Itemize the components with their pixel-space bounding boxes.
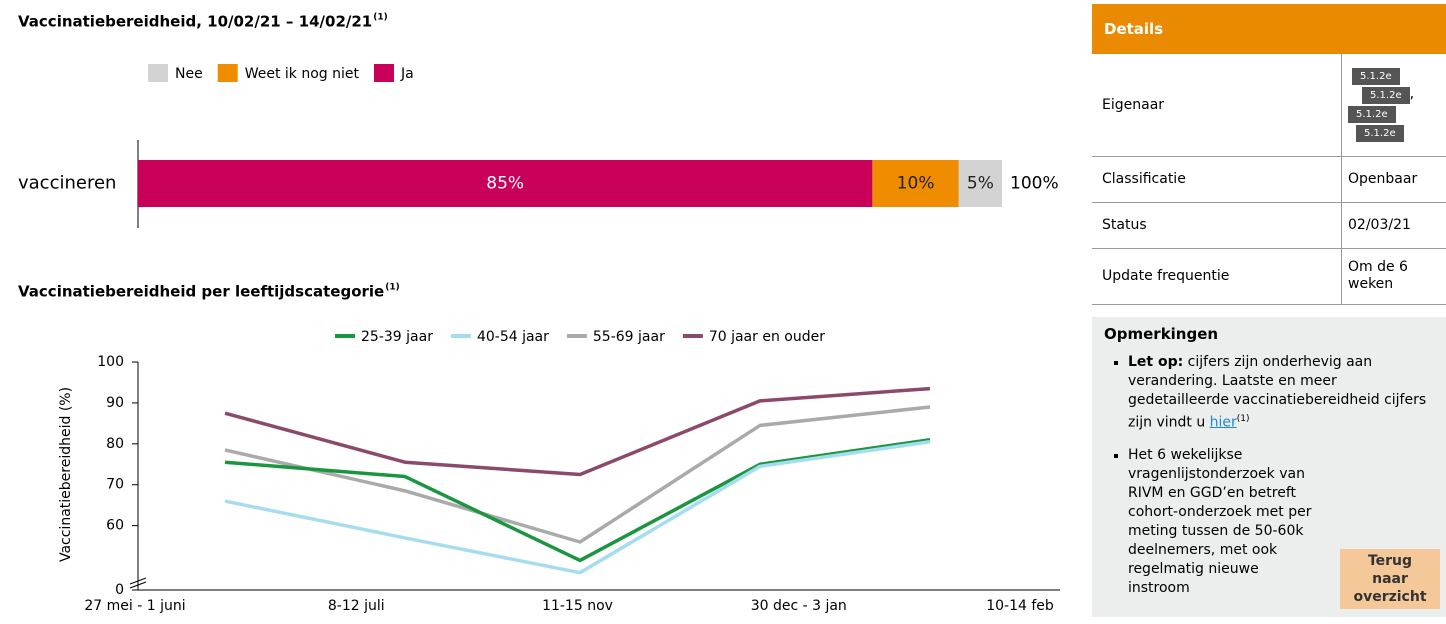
redaction: 5.1.2e	[1362, 86, 1410, 104]
legend-label: Ja	[400, 66, 414, 82]
cell: 02/03/21	[1341, 202, 1446, 249]
legend: 25-39 jaar 40-54 jaar 55-69 jaar 70 jaar en…	[335, 329, 825, 345]
x-tick-label: 11-15 nov	[542, 598, 613, 614]
chart-title: Vaccinatiebereidheid, 10/02/21 – 14/02/2…	[18, 13, 372, 31]
cell: 5.1.2e 5.1.2e, 5.1.2e 5.1.2e	[1341, 54, 1446, 157]
legend-swatch	[148, 64, 168, 82]
y-tick-label: 70	[106, 477, 124, 493]
value-label: 5%	[967, 174, 994, 194]
series-line	[224, 386, 931, 477]
legend-swatch	[373, 64, 394, 82]
cell: Openbaar	[1341, 156, 1446, 203]
remark: Het 6 wekelijkse vragenlijstonderzoek va…	[1114, 446, 1434, 598]
bar-segment	[138, 160, 873, 207]
y-tick-label: 80	[106, 436, 124, 452]
series-line	[224, 405, 931, 544]
bold: Let op:	[1128, 353, 1184, 370]
y-tick-label: 90	[106, 395, 124, 411]
legend-label: 70 jaar en ouder	[709, 329, 825, 345]
bar-segment	[958, 160, 1002, 207]
y-tick-label: 0	[115, 582, 124, 598]
legend-label: 55-69 jaar	[593, 329, 665, 345]
cell: Om de 6 weken	[1341, 248, 1446, 305]
value-label: 85%	[486, 174, 524, 194]
separator: ,	[1409, 85, 1415, 102]
legend-label: Nee	[175, 66, 203, 82]
title-note: (1)	[373, 13, 388, 23]
series-line	[224, 440, 931, 575]
x-tick-label: 30 dec - 3 jan	[751, 598, 847, 614]
remarks-list: Let op: cijfers zijn onderhevig aan vera…	[1104, 353, 1434, 599]
legend-label: 40-54 jaar	[477, 329, 549, 345]
value-label: 10%	[897, 174, 935, 194]
chart-title: Vaccinatiebereidheid per leeftijdscatego…	[18, 283, 384, 301]
text: cijfers zijn onderhevig aan verandering.…	[1128, 353, 1427, 431]
side-panel: Details Eigenaar 5.1.2e 5.1.2e, 5.1.2e 5…	[1092, 4, 1446, 620]
title-note: (1)	[385, 283, 400, 293]
y-tick-label: 60	[106, 518, 124, 534]
cell: Eigenaar	[1092, 54, 1342, 157]
x-tick-label: 8-12 juli	[328, 598, 385, 614]
category-label: vaccineren	[18, 173, 116, 194]
redaction: 5.1.2e	[1348, 105, 1396, 123]
x-tick-label: 27 mei - 1 juni	[84, 598, 185, 614]
remarks-title: Opmerkingen	[1104, 324, 1219, 343]
axis-break	[129, 577, 147, 585]
bar-segment	[872, 160, 959, 207]
legend-label: 25-39 jaar	[361, 329, 433, 345]
cell: Status	[1092, 202, 1342, 249]
row: Eigenaar 5.1.2e 5.1.2e, 5.1.2e 5.1.2e	[1092, 54, 1446, 157]
axis-break	[129, 581, 147, 589]
row: Status 02/03/21	[1092, 202, 1446, 249]
total-label: 100%	[1010, 174, 1059, 194]
row: Update frequentie Om de 6 weken	[1092, 248, 1446, 305]
series-line	[224, 437, 931, 563]
text: Het 6 wekelijkse vragenlijstonderzoek va…	[1128, 447, 1312, 597]
link[interactable]: hier	[1209, 414, 1237, 431]
back-button[interactable]: Terug naar overzicht	[1340, 548, 1440, 609]
note: (1)	[1236, 413, 1250, 424]
cell: Classificatie	[1092, 156, 1342, 203]
row: Classificatie Openbaar	[1092, 156, 1446, 203]
y-tick-label: 100	[97, 354, 124, 370]
redaction: 5.1.2e	[1356, 124, 1404, 142]
redaction: 5.1.2e	[1352, 67, 1400, 85]
cell: Update frequentie	[1092, 248, 1342, 305]
details-table: Eigenaar 5.1.2e 5.1.2e, 5.1.2e 5.1.2e Cl…	[1092, 54, 1446, 305]
legend-label: Weet ik nog niet	[245, 66, 360, 82]
charts: Vaccinatiebereidheid, 10/02/21 – 14/02/2…	[18, 13, 1060, 614]
y-axis-label: Vaccinatiebereidheid (%)	[58, 387, 74, 562]
remarks: Opmerkingen Let op: cijfers zijn onderhe…	[1092, 316, 1446, 617]
legend-swatch	[217, 64, 238, 82]
x-tick-label: 10-14 feb	[986, 598, 1054, 614]
details-header: Details	[1092, 4, 1446, 54]
remark: Let op: cijfers zijn onderhevig aan vera…	[1114, 353, 1434, 433]
